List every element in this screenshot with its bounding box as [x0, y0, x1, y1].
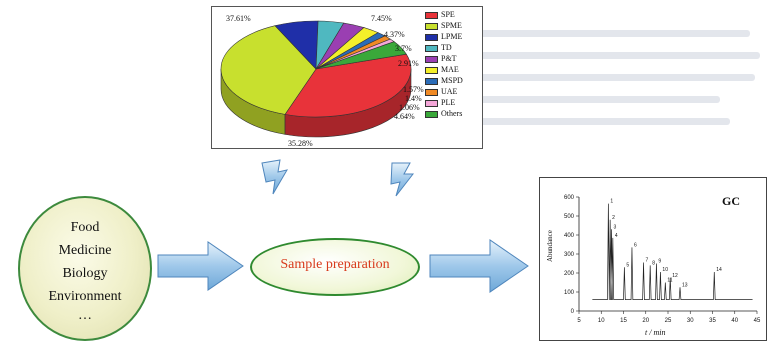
pct-label-spe: 35.28% [288, 139, 313, 148]
legend-swatch [425, 89, 438, 96]
background-text [420, 8, 765, 158]
legend-swatch [425, 111, 438, 118]
gc-peak-label: 13 [682, 282, 688, 288]
pct-label-td: 4.37% [384, 30, 405, 39]
legend-swatch [425, 45, 438, 52]
pie-slice [220, 25, 317, 115]
pct-label-uae: 1.4% [405, 94, 422, 103]
gc-y-tick-label: 300 [564, 252, 575, 258]
pct-label-others: 4.64% [394, 112, 415, 121]
arrow-source-to-prep [157, 241, 244, 291]
lightning-bolt-right-icon [390, 162, 415, 197]
pie-chart-panel: SPE SPME LPME TD P&T MAE MSPD UAE PLE Others 37.6… [211, 6, 483, 149]
gc-y-tick-label: 100 [564, 290, 575, 296]
legend-swatch [425, 78, 438, 85]
gc-y-tick-label: 400 [564, 233, 575, 239]
sample-preparation-ellipse [250, 238, 420, 296]
legend-label: MAE [441, 65, 459, 74]
gc-peak-label: 10 [662, 267, 668, 273]
sample-sources-ellipse [18, 196, 152, 341]
source-food: Food [70, 220, 100, 235]
pie-slice [284, 53, 412, 118]
gc-y-tick-label: 500 [564, 214, 575, 220]
gc-peak-label: 4 [615, 233, 618, 239]
gc-peak-label: 7 [646, 258, 649, 264]
pct-label-mae: 2.91% [398, 59, 419, 68]
gc-x-tick-label: 10 [598, 318, 605, 324]
legend-label: SPE [441, 10, 455, 19]
pct-label-pt: 3.7% [395, 44, 412, 53]
gc-y-axis-label: Abundance [546, 230, 554, 262]
lightning-bolt-left-icon [261, 159, 289, 195]
legend-swatch [425, 12, 438, 19]
legend-label: MSPD [441, 76, 463, 85]
legend-label: UAE [441, 87, 458, 96]
pct-label-spme: 37.61% [226, 14, 251, 23]
gc-x-axis-label: t / min [645, 328, 666, 337]
gc-x-tick-label: 5 [577, 318, 581, 324]
pct-label-mspd: 1.57% [403, 85, 424, 94]
gc-x-tick-label: 45 [754, 318, 761, 324]
gc-x-tick-label: 30 [687, 318, 694, 324]
source-biology: Biology [62, 266, 108, 281]
gc-peak-label: 3 [613, 224, 616, 230]
gc-peak-label: 9 [658, 259, 661, 265]
gc-x-tick-label: 20 [642, 318, 649, 324]
gc-chromatogram-panel [539, 177, 767, 341]
gc-y-tick-label: 0 [571, 309, 575, 315]
gc-peak-label: 8 [652, 260, 655, 266]
pct-label-lpme: 7.45% [371, 14, 392, 23]
gc-y-tick-label: 600 [564, 195, 575, 201]
gc-peak-label: 1 [610, 199, 613, 205]
source-more: … [78, 308, 92, 323]
gc-x-tick-label: 40 [731, 318, 738, 324]
gc-title: GC [722, 194, 740, 208]
legend-label: TD [441, 43, 452, 52]
legend-label: LPME [441, 32, 463, 41]
gc-peak-label: 11 [667, 278, 672, 284]
legend-swatch [425, 56, 438, 63]
legend-swatch [425, 23, 438, 30]
legend-label: P&T [441, 54, 457, 63]
arrow-prep-to-gc [429, 239, 529, 293]
gc-x-tick-label: 25 [665, 318, 672, 324]
legend-swatch [425, 67, 438, 74]
gc-x-tick-label: 15 [620, 318, 627, 324]
gc-peak-label: 14 [716, 267, 722, 273]
gc-peak-label: 2 [612, 215, 615, 221]
legend-swatch [425, 34, 438, 41]
legend-label: PLE [441, 98, 456, 107]
legend-swatch [425, 100, 438, 107]
gc-peak-label: 5 [626, 262, 629, 268]
gc-peak-label: 12 [672, 273, 678, 279]
gc-y-tick-label: 200 [564, 271, 575, 277]
pie-slice [315, 41, 407, 70]
source-environment: Environment [48, 289, 122, 304]
legend-label: SPME [441, 21, 462, 30]
gc-trace [592, 203, 753, 300]
legend-label: Others [441, 109, 463, 118]
source-medicine: Medicine [58, 243, 112, 258]
gc-x-tick-label: 35 [709, 318, 716, 324]
gc-peak-label: 6 [634, 242, 637, 248]
pie-chart [220, 20, 412, 138]
pct-label-ple: 1.06% [399, 103, 420, 112]
sample-preparation-label: Sample preparation [280, 257, 390, 272]
